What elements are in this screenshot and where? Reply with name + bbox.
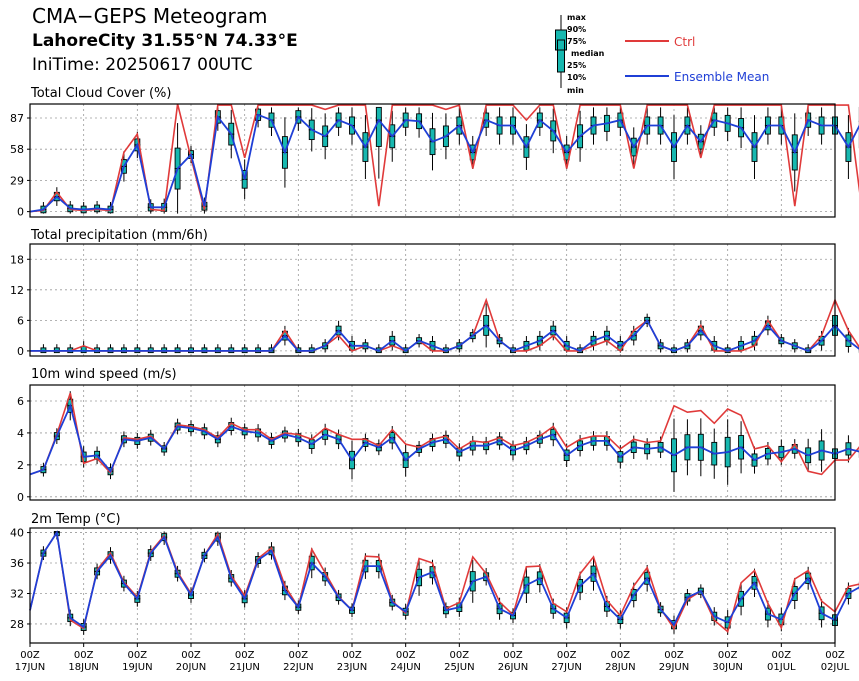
- y-tick-label: 29: [10, 174, 24, 187]
- x-tick-date: 23JUN: [337, 662, 367, 673]
- legend-key-p90: 90%: [567, 25, 586, 34]
- x-tick-hour: 00Z: [289, 650, 309, 661]
- y-tick-label: 2: [17, 459, 24, 472]
- y-tick-label: 18: [10, 253, 24, 266]
- y-tick-label: 36: [10, 557, 24, 570]
- panel-title-temp: 2m Temp (°C): [31, 512, 121, 527]
- x-tick-hour: 00Z: [503, 650, 523, 661]
- panel-3: 28 32 36 40: [10, 527, 859, 644]
- y-tick-label: 12: [10, 284, 24, 297]
- x-tick-hour: 00Z: [20, 650, 40, 661]
- ctrl-line: [29, 530, 859, 634]
- legend-key-p25: 25%: [567, 61, 586, 70]
- x-tick-hour: 00Z: [181, 650, 201, 661]
- legend: max 90% 75% median 25% 10% min Ctrl Ense…: [555, 13, 769, 95]
- x-tick-hour: 00Z: [664, 650, 684, 661]
- legend-key-p75: 75%: [567, 37, 586, 46]
- y-tick-label: 0: [17, 345, 24, 358]
- legend-key-min: min: [567, 86, 584, 95]
- ctrl-line: [30, 297, 859, 353]
- mean-line: [29, 403, 859, 476]
- mean-line: [29, 530, 859, 629]
- x-tick-hour: 00Z: [825, 650, 845, 661]
- panel-title-precip: Total precipitation (mm/6h): [31, 228, 208, 243]
- y-tick-label: 0: [17, 491, 24, 504]
- x-tick-date: 27JUN: [551, 662, 581, 673]
- x-tick-date: 18JUN: [68, 662, 98, 673]
- x-tick-date: 01JUL: [767, 662, 796, 673]
- y-tick-label: 6: [17, 314, 24, 327]
- x-tick-date: 28JUN: [605, 662, 635, 673]
- panel-frame: [29, 527, 836, 644]
- x-tick-date: 20JUN: [176, 662, 206, 673]
- panel-frame: [29, 243, 836, 357]
- x-tick-hour: 00Z: [342, 650, 362, 661]
- x-tick-hour: 00Z: [557, 650, 577, 661]
- x-tick-hour: 00Z: [235, 650, 255, 661]
- y-tick-label: 28: [10, 618, 24, 631]
- panel-2: 0 2 4 6: [17, 384, 859, 504]
- mean-line: [30, 318, 859, 353]
- x-tick-hour: 00Z: [718, 650, 738, 661]
- x-tick-date: 29JUN: [659, 662, 689, 673]
- y-tick-label: 0: [17, 206, 24, 219]
- y-tick-label: 6: [17, 395, 24, 408]
- y-tick-label: 32: [10, 587, 24, 600]
- panel-title-wind: 10m wind speed (m/s): [31, 367, 177, 382]
- panel-frame: [29, 384, 836, 501]
- x-tick-date: 17JUN: [15, 662, 45, 673]
- x-tick-date: 21JUN: [229, 662, 259, 673]
- x-tick-date: 19JUN: [122, 662, 152, 673]
- panel-title-cloud: Total Cloud Cover (%): [31, 86, 172, 101]
- location-label: LahoreCity 31.55°N 74.33°E: [32, 31, 298, 51]
- legend-key-p10: 10%: [567, 73, 586, 82]
- x-tick-date: 22JUN: [283, 662, 313, 673]
- x-tick-hour: 00Z: [128, 650, 148, 661]
- x-tick-hour: 00Z: [772, 650, 792, 661]
- panel-frame: [29, 103, 836, 218]
- x-tick-hour: 00Z: [74, 650, 94, 661]
- y-tick-label: 40: [10, 527, 24, 540]
- x-tick-date: 24JUN: [390, 662, 420, 673]
- x-tick-hour: 00Z: [611, 650, 631, 661]
- mean-line: [29, 113, 859, 213]
- page-title: CMA−GEPS Meteogram: [32, 4, 268, 28]
- x-tick-date: 02JUL: [821, 662, 850, 673]
- legend-key-median: median: [571, 49, 605, 58]
- x-tick-hour: 00Z: [450, 650, 470, 661]
- box-iqr: [375, 106, 382, 147]
- init-time-label: IniTime: 20250617 00UTC: [32, 55, 253, 75]
- legend-ctrl-label: Ctrl: [674, 35, 695, 49]
- ctrl-line: [29, 392, 859, 476]
- x-tick-date: 25JUN: [444, 662, 474, 673]
- x-tick-date: 26JUN: [498, 662, 528, 673]
- legend-mean-label: Ensemble Mean: [674, 70, 769, 84]
- panel-0: 0 29 58 87: [10, 103, 859, 219]
- ctrl-line: [29, 103, 859, 213]
- y-tick-label: 58: [10, 143, 24, 156]
- legend-key-max: max: [567, 13, 587, 22]
- x-tick-hour: 00Z: [396, 650, 416, 661]
- y-tick-label: 87: [10, 112, 24, 125]
- y-tick-label: 4: [17, 427, 24, 440]
- panel-1: 0 6 12 18: [10, 243, 859, 358]
- x-tick-date: 30JUN: [712, 662, 742, 673]
